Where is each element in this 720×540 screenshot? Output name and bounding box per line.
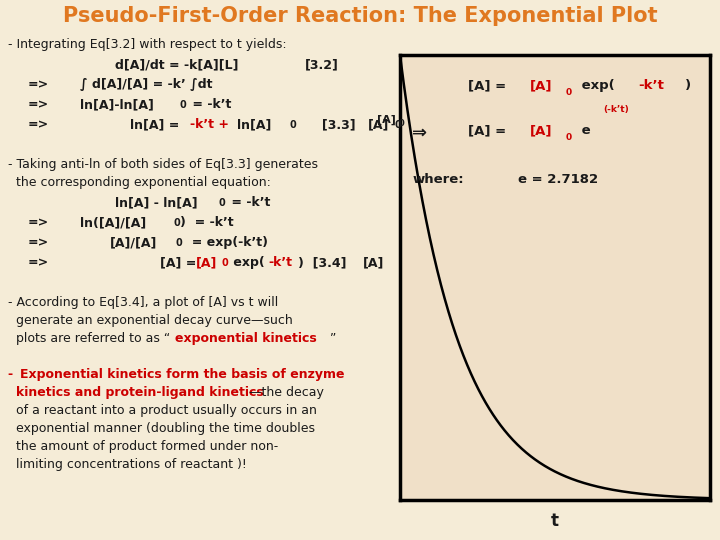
Text: = -k’t: = -k’t [188, 98, 231, 111]
Text: =>: => [28, 98, 49, 111]
Text: exp(: exp( [229, 256, 265, 269]
Text: 0: 0 [566, 89, 572, 97]
Text: 0: 0 [566, 133, 572, 142]
Text: ln[A] =: ln[A] = [130, 118, 184, 131]
Text: )  [3.4]: ) [3.4] [298, 256, 346, 269]
Text: =>: => [28, 118, 49, 131]
Text: d[A]/dt = -k[A][L]: d[A]/dt = -k[A][L] [115, 58, 238, 71]
Text: - Taking anti-ln of both sides of Eq[3.3] generates: - Taking anti-ln of both sides of Eq[3.3… [8, 158, 318, 171]
Text: 0: 0 [175, 238, 181, 248]
Text: exponential kinetics: exponential kinetics [175, 332, 317, 345]
Text: )  = -k’t: ) = -k’t [180, 216, 233, 229]
Text: [A]: [A] [530, 79, 553, 92]
Text: 0: 0 [290, 120, 297, 130]
Text: =>: => [28, 236, 49, 249]
Text: Pseudo-First-Order Reaction: The Exponential Plot: Pseudo-First-Order Reaction: The Exponen… [63, 6, 657, 26]
Text: [A] =: [A] = [160, 256, 201, 269]
Text: where:: where: [413, 173, 464, 186]
Text: 0: 0 [394, 120, 401, 130]
Text: 0: 0 [173, 218, 180, 228]
Text: (-k’t): (-k’t) [603, 105, 629, 114]
Text: [A]: [A] [368, 118, 390, 131]
Text: ”: ” [330, 332, 336, 345]
Text: [A] =: [A] = [468, 79, 511, 92]
Text: 0: 0 [399, 119, 405, 129]
Text: [A]/[A]: [A]/[A] [110, 236, 158, 249]
Text: e = 2.7182: e = 2.7182 [518, 173, 598, 186]
Text: -k’t: -k’t [268, 256, 292, 269]
Text: Exponential kinetics form the basis of enzyme: Exponential kinetics form the basis of e… [20, 368, 344, 381]
Text: the amount of product formed under non-: the amount of product formed under non- [16, 440, 278, 453]
Text: ⇒: ⇒ [413, 124, 428, 142]
Text: t: t [551, 512, 559, 530]
Text: ln[A] - ln[A]: ln[A] - ln[A] [115, 196, 197, 209]
Text: =>: => [28, 78, 49, 91]
Text: =>: => [28, 216, 49, 229]
Text: =>: => [28, 256, 49, 269]
Text: [A]: [A] [196, 256, 217, 269]
Text: of a reactant into a product usually occurs in an: of a reactant into a product usually occ… [16, 404, 317, 417]
Text: 0: 0 [219, 198, 226, 208]
Text: ln([A]/[A]: ln([A]/[A] [80, 216, 146, 229]
Text: limiting concentrations of reactant )!: limiting concentrations of reactant )! [16, 458, 247, 471]
Text: kinetics and protein-ligand kinetics: kinetics and protein-ligand kinetics [16, 386, 264, 399]
Text: —the decay: —the decay [249, 386, 324, 399]
Text: ln[A]-ln[A]: ln[A]-ln[A] [80, 98, 154, 111]
Text: ∫ d[A]/[A] = -k’ ∫dt: ∫ d[A]/[A] = -k’ ∫dt [80, 78, 212, 91]
Text: -: - [8, 368, 17, 381]
Text: ): ) [685, 79, 691, 92]
Text: generate an exponential decay curve—such: generate an exponential decay curve—such [16, 314, 293, 327]
Text: 0: 0 [222, 258, 229, 268]
Text: ln[A]: ln[A] [237, 118, 271, 131]
Text: -k’t +: -k’t + [190, 118, 233, 131]
Text: - Integrating Eq[3.2] with respect to t yields:: - Integrating Eq[3.2] with respect to t … [8, 38, 287, 51]
Text: plots are referred to as “: plots are referred to as “ [16, 332, 170, 345]
Text: exponential manner (doubling the time doubles: exponential manner (doubling the time do… [16, 422, 315, 435]
Text: = -k’t: = -k’t [227, 196, 271, 209]
Text: [3.3]: [3.3] [300, 118, 356, 131]
Text: [A]: [A] [530, 124, 553, 137]
Text: [A]: [A] [363, 256, 384, 269]
Text: [A] =: [A] = [468, 124, 511, 137]
Text: - According to Eq[3.4], a plot of [A] vs t will: - According to Eq[3.4], a plot of [A] vs… [8, 296, 278, 309]
Text: e: e [577, 124, 590, 137]
Text: exp(: exp( [577, 79, 614, 92]
Text: = exp(-k’t): = exp(-k’t) [183, 236, 268, 249]
Text: the corresponding exponential equation:: the corresponding exponential equation: [16, 176, 271, 189]
Text: [3.2]: [3.2] [305, 58, 339, 71]
Text: [A]: [A] [377, 115, 396, 125]
Text: -k’t: -k’t [639, 79, 665, 92]
Text: 0: 0 [180, 100, 186, 110]
